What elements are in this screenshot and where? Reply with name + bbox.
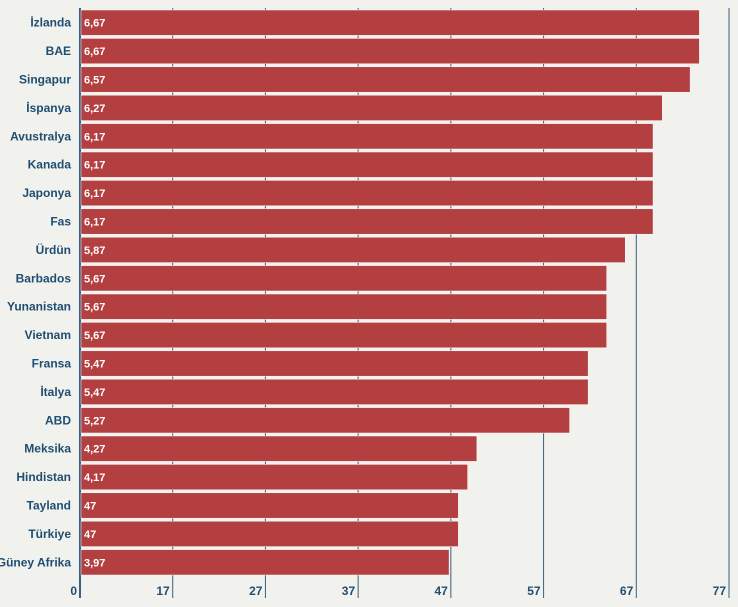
category-label: Güney Afrika: [0, 555, 71, 569]
bars: [80, 9, 700, 576]
category-label: Fransa: [32, 357, 72, 371]
value-label: 5,87: [84, 245, 105, 257]
value-label: 47: [84, 529, 96, 541]
bar: [80, 407, 570, 434]
value-label: 6,67: [84, 18, 105, 30]
category-label: Ürdün: [36, 242, 71, 257]
bar: [80, 435, 478, 462]
category-labels: İzlanda BAE Singapur İspanya Avustralya Kanad…: [0, 15, 71, 570]
category-label: Kanada: [28, 158, 72, 172]
x-tick-label: 17: [156, 584, 170, 598]
bar: [80, 123, 654, 150]
bar: [80, 464, 468, 491]
x-tick-label: 67: [620, 584, 634, 598]
bar: [80, 265, 607, 292]
category-label: Avustralya: [10, 129, 71, 143]
x-tick-label: 27: [249, 584, 263, 598]
x-tick-label: 0: [70, 584, 77, 598]
bar: [80, 38, 700, 65]
bar: [80, 180, 654, 207]
bar: [80, 208, 654, 235]
category-label: Hindistan: [16, 470, 71, 484]
category-label: Yunanistan: [7, 300, 71, 314]
value-label: 6,57: [84, 75, 105, 87]
value-label: 5,67: [84, 302, 105, 314]
category-label: Japonya: [22, 186, 71, 200]
category-label: Singapur: [19, 73, 71, 87]
x-axis-tick-labels: 0 17 27 37 47 57 67 77: [70, 584, 726, 598]
category-label: Meksika: [24, 442, 71, 456]
value-label: 5,47: [84, 359, 105, 371]
x-tick-label: 57: [527, 584, 541, 598]
value-labels: 6,67 6,67 6,57 6,27 6,17 6,17 6,17 6,17 5,87 5,67…: [84, 18, 105, 570]
bar: [80, 94, 663, 121]
value-label: 5,67: [84, 330, 105, 342]
category-label: Fas: [50, 215, 71, 229]
bar: [80, 378, 589, 405]
category-label: Tayland: [27, 499, 71, 513]
value-label: 6,17: [84, 131, 105, 143]
bar: [80, 9, 700, 36]
category-label: İspanya: [26, 100, 71, 115]
value-label: 3,97: [84, 557, 105, 569]
category-label: Barbados: [16, 271, 72, 285]
value-label: 5,67: [84, 273, 105, 285]
bar: [80, 549, 450, 576]
bar: [80, 151, 654, 178]
x-tick-label: 37: [342, 584, 356, 598]
x-tick-label: 47: [434, 584, 448, 598]
bar: [80, 293, 607, 320]
x-tick-label: 77: [713, 584, 727, 598]
value-label: 6,17: [84, 160, 105, 172]
category-label: İzlanda: [30, 15, 71, 30]
value-label: 47: [84, 501, 96, 513]
value-label: 5,47: [84, 387, 105, 399]
bar: [80, 492, 459, 519]
category-label: Vietnam: [25, 328, 71, 342]
value-label: 6,17: [84, 188, 105, 200]
value-label: 4,27: [84, 444, 105, 456]
value-label: 6,17: [84, 217, 105, 229]
value-label: 6,27: [84, 103, 105, 115]
value-label: 5,27: [84, 415, 105, 427]
bar: [80, 322, 607, 349]
bar: [80, 520, 459, 547]
value-label: 4,17: [84, 472, 105, 484]
bar: [80, 66, 691, 93]
category-label: Türkiye: [28, 527, 71, 541]
category-label: BAE: [46, 44, 71, 58]
category-label: İtalya: [40, 384, 71, 399]
value-label: 6,67: [84, 46, 105, 58]
category-label: ABD: [45, 413, 71, 427]
bar: [80, 350, 589, 377]
bar: [80, 236, 626, 263]
